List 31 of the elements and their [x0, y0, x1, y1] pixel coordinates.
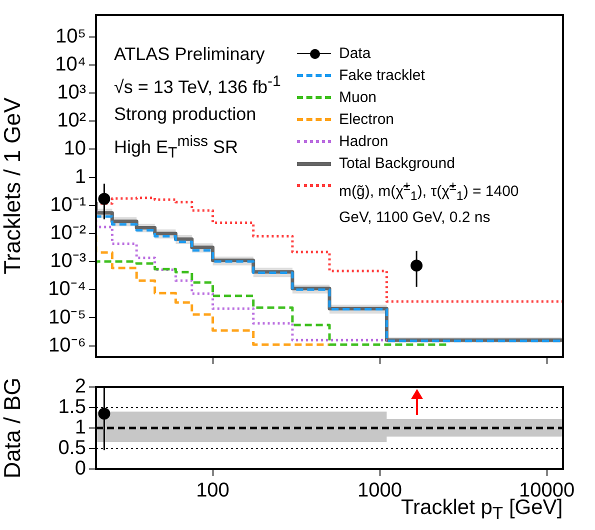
- y-axis-title: Tracklets / 1 GeV: [0, 96, 26, 274]
- legend-label: Hadron: [339, 132, 390, 152]
- annotation: High E$_{T}$$^{miss}$ SR: [114, 132, 240, 164]
- y-axis-title: Data / BG: [0, 378, 26, 478]
- y-tick-label: 1: [74, 166, 86, 188]
- y-tick-label: 10⁻²: [50, 222, 86, 244]
- legend-label: Data: [339, 44, 372, 64]
- legend-label: Muon: [339, 88, 378, 108]
- x-tick-label: 100: [196, 480, 230, 502]
- y-tick-label: 10⁵: [55, 25, 86, 48]
- annotation: Strong production: [114, 103, 258, 126]
- y-tick-label: 0.5: [58, 437, 86, 460]
- y-tick-label: 10⁻⁶: [48, 334, 86, 356]
- legend-label: Total Background: [339, 154, 456, 174]
- y-tick-label: 0: [74, 458, 86, 480]
- y-tick-label: 10²: [57, 110, 86, 132]
- y-tick-label: 10⁻¹: [50, 194, 86, 216]
- y-tick-label: 2: [74, 376, 86, 398]
- y-tick-label: 10⁻⁴: [48, 278, 86, 300]
- y-tick-label: 10³: [57, 82, 86, 104]
- y-tick-label: 10: [64, 138, 86, 160]
- y-tick-label: 10⁴: [55, 53, 86, 76]
- y-tick-label: 10⁻⁵: [48, 306, 86, 328]
- legend-label: Fake tracklet: [339, 66, 426, 86]
- legend-label: Electron: [339, 110, 396, 130]
- y-tick-label: 10⁻³: [50, 250, 86, 272]
- y-tick-label: 1: [74, 416, 86, 439]
- annotation: ATLAS Preliminary: [114, 43, 266, 66]
- annotation: √s = 13 TeV, 136 fb$^{-1}$: [114, 72, 281, 99]
- y-tick-label: 1.5: [58, 396, 86, 418]
- x-tick-label: 1000: [358, 480, 402, 502]
